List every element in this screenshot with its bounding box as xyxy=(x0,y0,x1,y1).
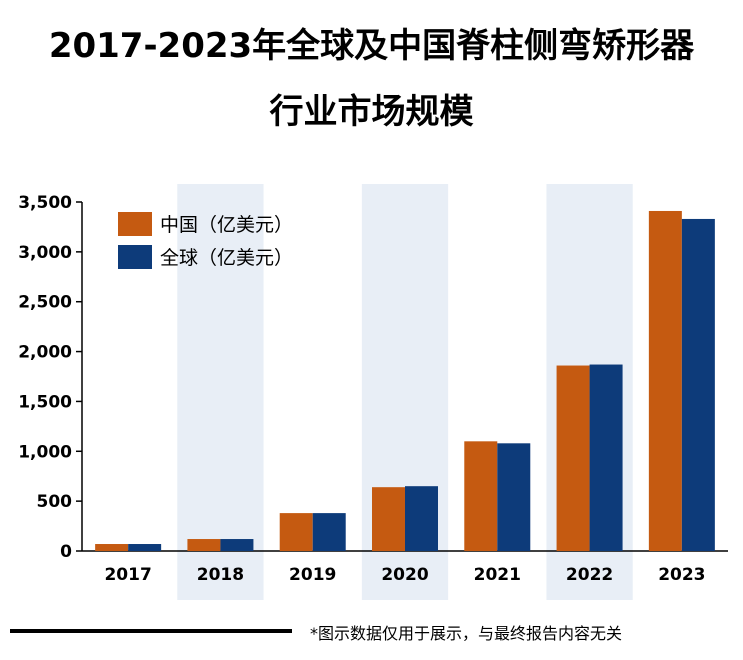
bar-chart: 0 500 1,000 1,500 2,000 2,500 3,000 3,500 2017 20… xyxy=(18,184,728,600)
y-tick-label: 1,000 xyxy=(18,442,72,462)
bar-global xyxy=(220,539,254,551)
x-tick-label: 2018 xyxy=(197,565,244,585)
x-tick-label: 2023 xyxy=(658,565,705,585)
bar-china xyxy=(95,544,129,551)
bar-china xyxy=(464,441,498,551)
x-tick-label: 2019 xyxy=(289,565,336,585)
y-tick-label: 0 xyxy=(60,542,72,562)
y-tick-label: 500 xyxy=(37,492,73,512)
bar-china xyxy=(372,487,405,551)
bar-global xyxy=(128,544,162,551)
legend-swatch-global xyxy=(118,245,152,269)
category-band xyxy=(177,184,264,600)
bar-china xyxy=(556,365,590,551)
bar-global xyxy=(589,364,623,551)
y-tick-label: 3,000 xyxy=(18,243,72,263)
x-tick-label: 2020 xyxy=(381,565,428,585)
y-tick-label: 3,500 xyxy=(18,193,72,213)
legend-label: 中国（亿美元） xyxy=(160,214,293,236)
bar-global xyxy=(681,218,715,552)
bar-china xyxy=(279,513,313,551)
chart-title-line1: 2017-2023年全球及中国脊柱侧弯矫形器 xyxy=(48,26,695,66)
bar-global xyxy=(497,443,531,551)
footnote: *图示数据仅用于展示，与最终报告内容无关 xyxy=(310,624,623,643)
x-tick-label: 2021 xyxy=(474,565,521,585)
y-tick-label: 2,000 xyxy=(18,343,72,363)
bar-china xyxy=(648,210,682,551)
bar-china xyxy=(187,539,221,551)
legend-swatch-china xyxy=(118,212,152,236)
x-tick-label: 2017 xyxy=(104,565,151,585)
footer-divider xyxy=(10,629,292,633)
y-tick-label: 2,500 xyxy=(18,293,72,313)
bar-global xyxy=(312,513,346,551)
chart-title-line2: 行业市场规模 xyxy=(269,92,474,132)
legend-label: 全球（亿美元） xyxy=(160,247,293,269)
y-tick-label: 1,500 xyxy=(18,392,72,412)
bar-global xyxy=(405,486,438,551)
x-tick-label: 2022 xyxy=(566,565,613,585)
